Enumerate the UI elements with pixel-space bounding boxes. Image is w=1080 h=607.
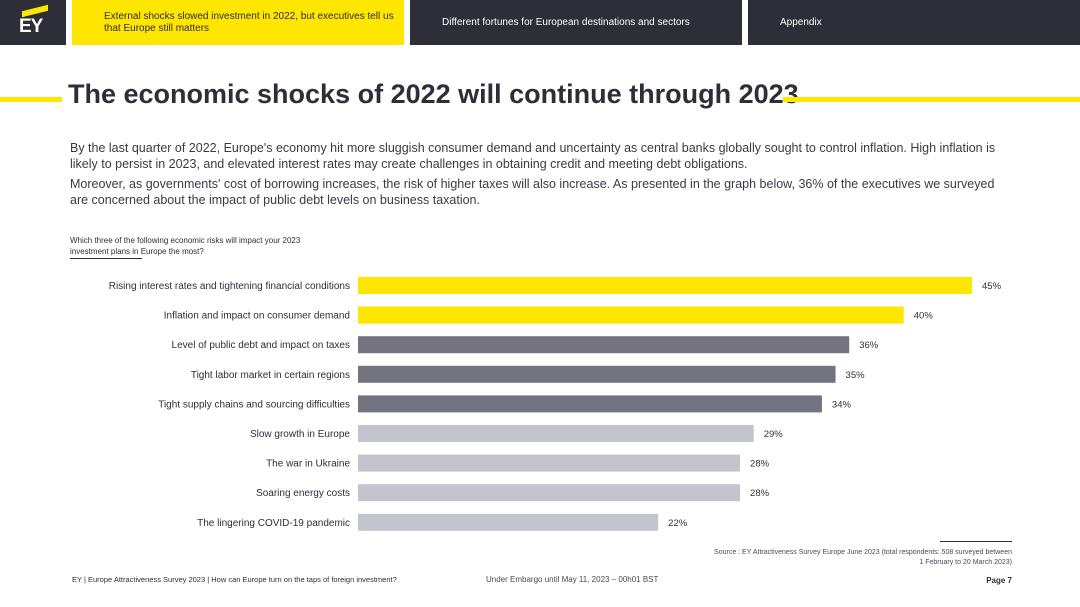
chart-question: Which three of the following economic ri… <box>70 236 301 256</box>
category-label: The lingering COVID-19 pandemic <box>197 518 350 529</box>
value-label: 29% <box>764 429 784 440</box>
paragraph-1: By the last quarter of 2022, Europe's ec… <box>70 141 996 171</box>
bar <box>358 306 904 324</box>
paragraph-2: Moreover, as governments' cost of borrow… <box>70 177 995 207</box>
category-label: Slow growth in Europe <box>250 429 350 440</box>
page-number: Page 7 <box>986 576 1012 585</box>
source-note: Source : EY Attractiveness Survey Europe… <box>714 549 1012 566</box>
category-label: Tight supply chains and sourcing difficu… <box>158 399 350 410</box>
value-label: 35% <box>846 370 866 381</box>
logo-text: EY <box>19 16 43 37</box>
tab-appendix[interactable]: Appendix <box>748 0 1080 45</box>
category-label: Rising interest rates and tightening fin… <box>109 281 350 292</box>
tab-different-fortunes[interactable]: Different fortunes for European destinat… <box>410 0 742 45</box>
title-accent-left <box>0 97 62 102</box>
bar <box>358 454 741 472</box>
bar <box>358 425 754 442</box>
value-label: 22% <box>668 518 688 529</box>
value-label: 28% <box>750 459 770 470</box>
bar <box>358 365 836 383</box>
top-navigation: EY External shocks slowed investment in … <box>0 0 1080 45</box>
category-label: Tight labor market in certain regions <box>191 370 350 381</box>
category-label: The war in Ukraine <box>266 459 350 470</box>
footer-embargo: Under Embargo until May 11, 2023 – 00h01… <box>486 575 659 584</box>
value-label: 34% <box>832 399 852 410</box>
question-underline <box>70 258 142 259</box>
bar <box>358 484 741 502</box>
value-label: 36% <box>859 340 879 351</box>
bar <box>358 336 850 354</box>
category-label: Soaring energy costs <box>256 488 350 499</box>
tab-external-shocks[interactable]: External shocks slowed investment in 202… <box>72 0 404 45</box>
source-divider <box>940 541 1012 542</box>
footer-report-title: EY | Europe Attractiveness Survey 2023 |… <box>72 575 397 584</box>
category-label: Inflation and impact on consumer demand <box>164 311 350 322</box>
value-label: 40% <box>914 311 934 322</box>
bar <box>358 277 972 294</box>
category-label: Level of public debt and impact on taxes <box>172 340 350 351</box>
page-title: The economic shocks of 2022 will continu… <box>68 79 799 109</box>
value-label: 28% <box>750 488 770 499</box>
ey-logo[interactable]: EY <box>0 0 66 45</box>
bar <box>358 395 822 413</box>
value-label: 45% <box>982 281 1002 292</box>
title-accent-right <box>783 97 1080 102</box>
bar-chart: Rising interest rates and tightening fin… <box>109 277 1002 531</box>
bar <box>358 513 659 531</box>
